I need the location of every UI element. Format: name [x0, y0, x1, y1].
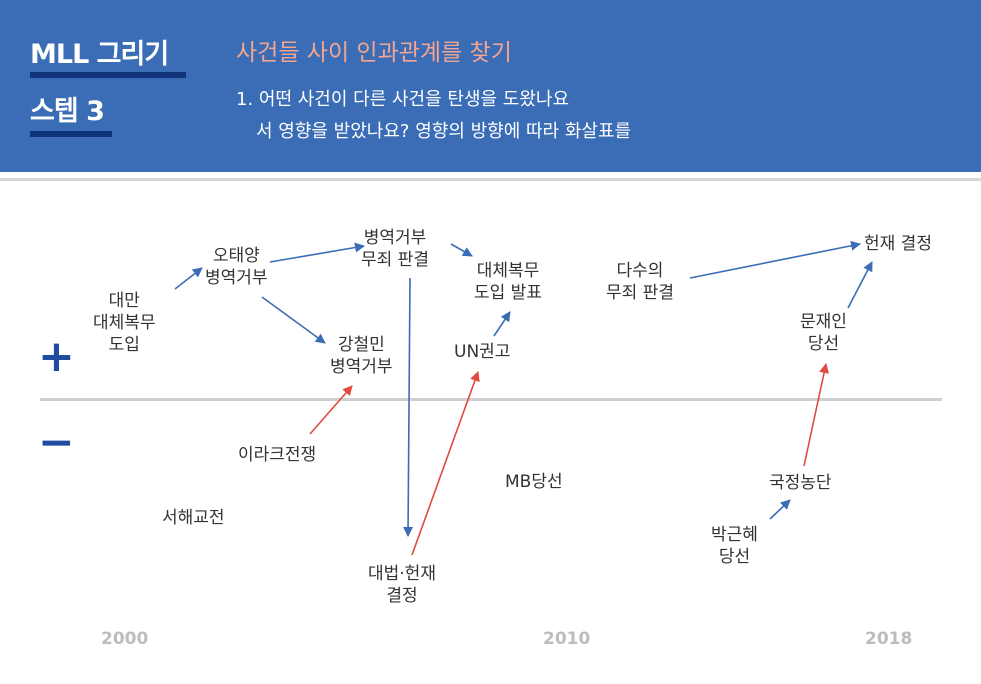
event-moon-elected: 문재인 당선 — [800, 312, 847, 354]
event-otaeyang-objection: 오태양 병역거부 — [205, 246, 268, 288]
event-objection-acquittal: 병역거부 무죄 판결 — [361, 228, 429, 270]
step-title: 스텝 3 — [30, 96, 105, 127]
step-underline — [30, 131, 112, 137]
event-alternative-service-announcement: 대체복무 도입 발표 — [474, 261, 542, 303]
event-supreme-constitutional-courts: 대법·헌재 결정 — [368, 564, 436, 606]
arrow-iraq-to-kangcheol — [309, 385, 353, 435]
arrow-otaeyang-to-kangcheol — [261, 296, 326, 344]
arrow-scandal-to-moon — [803, 363, 829, 467]
event-kangcheolmin-objection: 강철민 병역거부 — [330, 335, 393, 377]
arrow-un-to-announce — [493, 311, 511, 337]
event-majority-acquittal: 다수의 무죄 판결 — [606, 261, 674, 303]
year-2010: 2010 — [543, 629, 591, 649]
main-heading: 사건들 사이 인과관계를 찾기 — [236, 40, 512, 66]
arrow-moon-to-constitutional — [847, 261, 873, 309]
year-2018: 2018 — [865, 629, 913, 649]
event-constitutional-decision: 헌재 결정 — [864, 234, 932, 254]
header-banner: MLL 그리기 스텝 3 사건들 사이 인과관계를 찾기 1. 어떤 사건이 다… — [0, 0, 981, 172]
event-iraq-war: 이라크전쟁 — [238, 445, 317, 465]
brand-title: MLL 그리기 — [30, 39, 169, 70]
arrow-otaeyang-to-acquittal — [269, 242, 365, 263]
event-mb-elected: MB당선 — [505, 472, 563, 492]
event-state-affairs-scandal: 국정농단 — [769, 473, 832, 493]
year-2000: 2000 — [101, 629, 149, 649]
arrow-park-to-scandal — [769, 499, 791, 520]
description-line-2: 서 영향을 받았나요? 영향의 방향에 따라 화살표를 — [256, 121, 632, 142]
arrow-acquittal-to-announce — [450, 243, 473, 257]
header-divider — [0, 178, 981, 181]
minus-sign: − — [38, 417, 75, 468]
event-taiwan-alternative-service: 대만 대체복무 도입 — [93, 291, 156, 355]
event-un-recommendation: UN권고 — [454, 342, 511, 362]
time-axis-line — [40, 398, 942, 401]
plus-sign: + — [38, 331, 75, 382]
arrow-taiwan-to-otaeyang — [174, 267, 203, 290]
arrow-majority-to-constitutional — [689, 240, 861, 279]
brand-underline — [30, 72, 186, 78]
arrow-acquittal-to-courts — [403, 277, 414, 537]
event-west-sea-battle: 서해교전 — [162, 508, 225, 528]
description-line-1: 1. 어떤 사건이 다른 사건을 탄생을 도왔나요 — [236, 89, 570, 110]
event-park-elected: 박근혜 당선 — [711, 525, 758, 567]
arrow-courts-to-un — [411, 371, 480, 556]
